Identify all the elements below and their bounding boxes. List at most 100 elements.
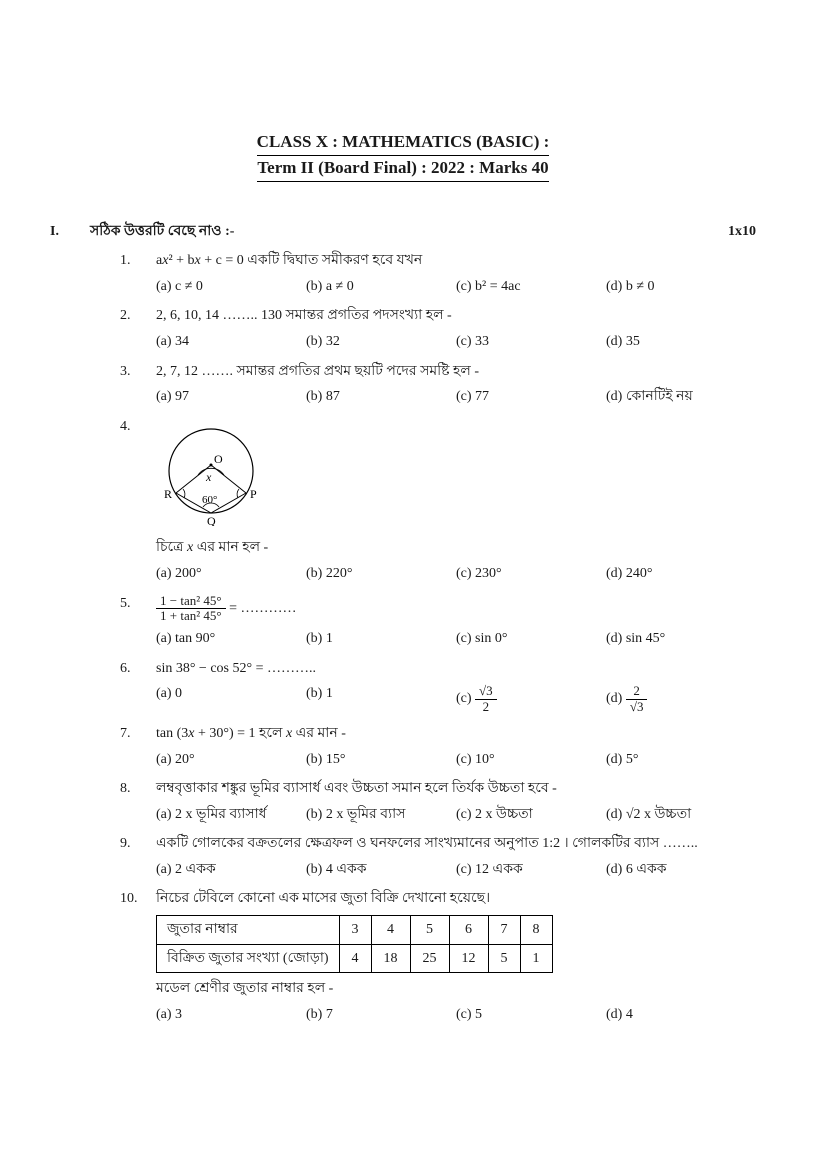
section-heading: I. সঠিক উত্তরটি বেছে নাও :- 1x10 xyxy=(50,222,756,242)
table-cell: 6 xyxy=(449,916,488,945)
options: (a) 3 (b) 7 (c) 5 (d) 4 xyxy=(156,1005,756,1025)
option-c: (c) √32 xyxy=(456,684,606,714)
option-a: (a) 200° xyxy=(156,564,306,584)
option-d: (d) 2√3 xyxy=(606,684,756,714)
table-cell: 4 xyxy=(339,944,371,973)
option-d: (d) √2 x উচ্চতা xyxy=(606,805,756,825)
option-b: (b) 4 একক xyxy=(306,860,456,880)
table-cell: 7 xyxy=(488,916,520,945)
question-4: 4. O x 60° R P Q চিত্রে xyxy=(50,417,756,588)
question-text: একটি গোলকের বক্রতলের ক্ষেত্রফল ও ঘনফলের … xyxy=(156,834,756,854)
geometry-svg: O x 60° R P Q xyxy=(156,421,276,526)
table-cell: 1 xyxy=(520,944,552,973)
table-cell: 25 xyxy=(410,944,449,973)
question-10: 10. নিচের টেবিলে কোনো এক মাসের জুতা বিক্… xyxy=(50,889,756,1028)
question-number: 6. xyxy=(120,659,156,718)
row-label: বিক্রিত জুতার সংখ্যা (জোড়া) xyxy=(157,944,340,973)
table-cell: 5 xyxy=(410,916,449,945)
question-number: 8. xyxy=(120,779,156,828)
table-cell: 12 xyxy=(449,944,488,973)
option-c: (c) 12 একক xyxy=(456,860,606,880)
fraction: 1 − tan² 45° 1 + tan² 45° xyxy=(156,594,226,624)
exam-header: CLASS X : MATHEMATICS (BASIC) : Term II … xyxy=(50,130,756,182)
option-a: (a) 20° xyxy=(156,750,306,770)
question-text: 2, 6, 10, 14 …….. 130 সমান্তর প্রগতির পদ… xyxy=(156,306,756,326)
label-o: O xyxy=(214,452,223,466)
option-b: (b) 1 xyxy=(306,629,456,649)
option-a: (a) 97 xyxy=(156,387,306,407)
options: (a) 200° (b) 220° (c) 230° (d) 240° xyxy=(156,564,756,584)
table-cell: 3 xyxy=(339,916,371,945)
option-c: (c) 2 x উচ্চতা xyxy=(456,805,606,825)
question-6: 6. sin 38° − cos 52° = ……….. (a) 0 (b) 1… xyxy=(50,659,756,718)
option-d: (d) 240° xyxy=(606,564,756,584)
option-b: (b) 15° xyxy=(306,750,456,770)
label-60: 60° xyxy=(202,494,217,506)
row-label: জুতার নাম্বার xyxy=(157,916,340,945)
options: (a) 0 (b) 1 (c) √32 (d) 2√3 xyxy=(156,684,756,714)
label-p: P xyxy=(250,487,257,501)
option-d: (d) 5° xyxy=(606,750,756,770)
option-b: (b) 87 xyxy=(306,387,456,407)
option-d: (d) b ≠ 0 xyxy=(606,277,756,297)
question-number: 2. xyxy=(120,306,156,355)
option-c: (c) 5 xyxy=(456,1005,606,1025)
question-caption: মডেল শ্রেণীর জুতার নাম্বার হল - xyxy=(156,979,756,999)
circle-diagram: O x 60° R P Q xyxy=(156,421,756,533)
question-3: 3. 2, 7, 12 ……. সমান্তর প্রগতির প্রথম ছয… xyxy=(50,362,756,411)
option-b: (b) 32 xyxy=(306,332,456,352)
option-b: (b) 220° xyxy=(306,564,456,584)
options: (a) 2 x ভূমির ব্যাসার্ধ (b) 2 x ভূমির ব্… xyxy=(156,805,756,825)
options: (a) 2 একক (b) 4 একক (c) 12 একক (d) 6 একক xyxy=(156,860,756,880)
question-text: 1 − tan² 45° 1 + tan² 45° = ………… xyxy=(156,594,756,624)
question-text: tan (3x + 30°) = 1 হলে x এর মান - xyxy=(156,724,756,744)
question-5: 5. 1 − tan² 45° 1 + tan² 45° = ………… (a) … xyxy=(50,594,756,653)
label-r: R xyxy=(164,487,172,501)
question-text: sin 38° − cos 52° = ……….. xyxy=(156,659,756,679)
header-line-2: Term II (Board Final) : 2022 : Marks 40 xyxy=(257,156,548,182)
question-number: 3. xyxy=(120,362,156,411)
options: (a) tan 90° (b) 1 (c) sin 0° (d) sin 45° xyxy=(156,629,756,649)
question-number: 9. xyxy=(120,834,156,883)
header-line-1: CLASS X : MATHEMATICS (BASIC) : xyxy=(257,130,550,156)
question-text: চিত্রে x এর মান হল - xyxy=(156,538,756,558)
section-number: I. xyxy=(50,222,90,242)
question-8: 8. লম্ববৃত্তাকার শঙ্কুর ভূমির ব্যাসার্ধ … xyxy=(50,779,756,828)
section-title: সঠিক উত্তরটি বেছে নাও :- xyxy=(90,222,728,242)
table-row: বিক্রিত জুতার সংখ্যা (জোড়া) 4 18 25 12 … xyxy=(157,944,553,973)
table-cell: 18 xyxy=(371,944,410,973)
options: (a) 20° (b) 15° (c) 10° (d) 5° xyxy=(156,750,756,770)
option-b: (b) 7 xyxy=(306,1005,456,1025)
table-cell: 8 xyxy=(520,916,552,945)
option-c: (c) 77 xyxy=(456,387,606,407)
option-a: (a) 34 xyxy=(156,332,306,352)
options: (a) 34 (b) 32 (c) 33 (d) 35 xyxy=(156,332,756,352)
option-c: (c) 33 xyxy=(456,332,606,352)
table-cell: 4 xyxy=(371,916,410,945)
table-row: জুতার নাম্বার 3 4 5 6 7 8 xyxy=(157,916,553,945)
option-b: (b) 2 x ভূমির ব্যাস xyxy=(306,805,456,825)
question-9: 9. একটি গোলকের বক্রতলের ক্ষেত্রফল ও ঘনফল… xyxy=(50,834,756,883)
options: (a) c ≠ 0 (b) a ≠ 0 (c) b² = 4ac (d) b ≠… xyxy=(156,277,756,297)
question-text: নিচের টেবিলে কোনো এক মাসের জুতা বিক্রি দ… xyxy=(156,889,756,909)
option-d: (d) sin 45° xyxy=(606,629,756,649)
question-number: 10. xyxy=(120,889,156,1028)
option-b: (b) 1 xyxy=(306,684,456,714)
options: (a) 97 (b) 87 (c) 77 (d) কোনটিই নয় xyxy=(156,387,756,407)
question-number: 7. xyxy=(120,724,156,773)
option-d: (d) 35 xyxy=(606,332,756,352)
option-d: (d) 6 একক xyxy=(606,860,756,880)
question-number: 5. xyxy=(120,594,156,653)
question-number: 1. xyxy=(120,251,156,300)
option-c: (c) 230° xyxy=(456,564,606,584)
option-c: (c) 10° xyxy=(456,750,606,770)
option-a: (a) tan 90° xyxy=(156,629,306,649)
question-7: 7. tan (3x + 30°) = 1 হলে x এর মান - (a)… xyxy=(50,724,756,773)
option-c: (c) b² = 4ac xyxy=(456,277,606,297)
option-a: (a) 2 একক xyxy=(156,860,306,880)
option-a: (a) 3 xyxy=(156,1005,306,1025)
question-text: ax² + bx + c = 0 একটি দ্বিঘাত সমীকরণ হবে… xyxy=(156,251,756,271)
question-1: 1. ax² + bx + c = 0 একটি দ্বিঘাত সমীকরণ … xyxy=(50,251,756,300)
option-d: (d) কোনটিই নয় xyxy=(606,387,756,407)
option-b: (b) a ≠ 0 xyxy=(306,277,456,297)
